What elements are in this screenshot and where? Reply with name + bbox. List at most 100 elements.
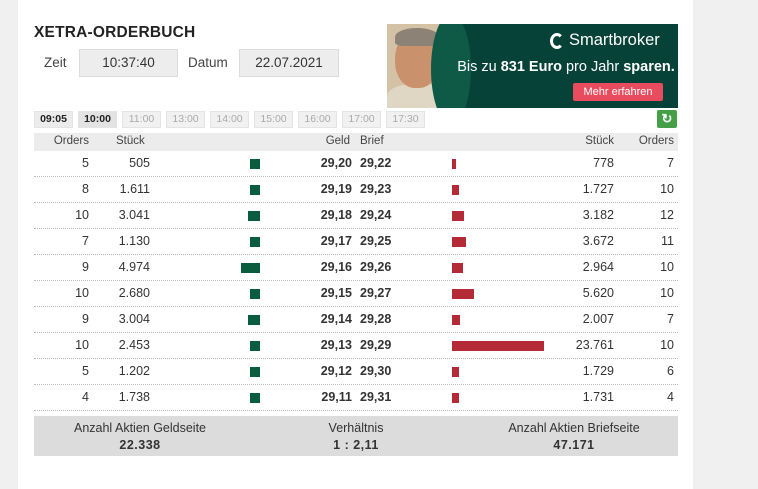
header-qty-bid: Stück: [116, 135, 145, 147]
cell-orders-bid: 10: [75, 286, 89, 300]
summary-ask-value: 47.171: [553, 438, 595, 452]
header-orders-ask: Orders: [638, 135, 674, 147]
cell-qty-ask: 2.007: [582, 312, 614, 326]
cell-geld: 29,19: [320, 182, 352, 196]
table-row: 5 505 29,20 29,22 778 7: [34, 151, 678, 177]
time-button[interactable]: 13:00: [166, 111, 205, 128]
cell-orders-ask: 7: [667, 312, 674, 326]
cell-brief: 29,24: [360, 208, 392, 222]
cell-qty-bid: 2.680: [118, 286, 150, 300]
cell-geld: 29,16: [320, 260, 352, 274]
cell-orders-ask: 10: [660, 338, 674, 352]
refresh-icon[interactable]: ↻: [657, 110, 677, 128]
bid-volume-bar: [250, 341, 260, 351]
table-row: 10 2.680 29,15 29,27 5.620 10: [34, 281, 678, 307]
ask-volume-bar: [452, 185, 459, 195]
cell-qty-bid: 3.004: [118, 312, 150, 326]
time-button[interactable]: 17:00: [342, 111, 381, 128]
cell-qty-ask: 5.620: [582, 286, 614, 300]
cell-qty-bid: 1.202: [118, 364, 150, 378]
table-header: Orders Stück Geld Brief Stück Orders: [34, 133, 678, 151]
summary-bid-label: Anzahl Aktien Geldseite: [73, 421, 207, 435]
summary-ratio: Verhältnis 1 : 2,11: [266, 421, 446, 452]
ad-brand: Smartbroker: [569, 31, 660, 49]
table-row: 7 1.130 29,17 29,25 3.672 11: [34, 229, 678, 255]
cell-orders-bid: 4: [82, 390, 89, 404]
summary-bar: Anzahl Aktien Geldseite 22.338 Verhältni…: [34, 416, 678, 456]
time-button[interactable]: 14:00: [210, 111, 249, 128]
ask-volume-bar: [452, 289, 474, 299]
cell-brief: 29,26: [360, 260, 392, 274]
header-orders-bid: Orders: [53, 135, 89, 147]
cell-brief: 29,29: [360, 338, 392, 352]
time-button[interactable]: 16:00: [298, 111, 337, 128]
cell-geld: 29,14: [320, 312, 352, 326]
ad-cta-button[interactable]: Mehr erfahren: [573, 83, 663, 101]
ask-volume-bar: [452, 393, 459, 403]
cell-orders-ask: 12: [660, 208, 674, 222]
cell-qty-bid: 1.611: [119, 182, 150, 196]
summary-ratio-label: Verhältnis: [328, 421, 384, 435]
cell-qty-ask: 1.727: [582, 182, 614, 196]
cell-orders-ask: 6: [667, 364, 674, 378]
ask-volume-bar: [452, 159, 456, 169]
cell-qty-ask: 1.731: [582, 390, 614, 404]
cell-orders-ask: 10: [660, 286, 674, 300]
cell-orders-ask: 10: [660, 260, 674, 274]
summary-bid: Anzahl Aktien Geldseite 22.338: [34, 421, 246, 452]
bid-volume-bar: [250, 393, 260, 403]
cell-geld: 29,18: [320, 208, 352, 222]
cell-orders-bid: 9: [82, 260, 89, 274]
cell-orders-bid: 10: [75, 338, 89, 352]
cell-orders-bid: 10: [75, 208, 89, 222]
date-label: Datum: [188, 55, 228, 70]
table-row: 5 1.202 29,12 29,30 1.729 6: [34, 359, 678, 385]
cell-brief: 29,22: [360, 156, 392, 170]
time-button[interactable]: 15:00: [254, 111, 293, 128]
table-row: 9 3.004 29,14 29,28 2.007 7: [34, 307, 678, 333]
cell-qty-bid: 1.738: [118, 390, 150, 404]
summary-bid-value: 22.338: [119, 438, 161, 452]
table-row: 10 2.453 29,13 29,29 23.761 10: [34, 333, 678, 359]
cell-geld: 29,12: [320, 364, 352, 378]
cell-geld: 29,15: [320, 286, 352, 300]
cell-orders-bid: 5: [82, 364, 89, 378]
cell-geld: 29,17: [320, 234, 352, 248]
cell-qty-bid: 4.974: [118, 260, 150, 274]
smartbroker-ad-banner[interactable]: Smartbroker Bis zu 831 Euro pro Jahr spa…: [387, 24, 678, 108]
cell-geld: 29,20: [320, 156, 352, 170]
time-button[interactable]: 09:05: [34, 111, 73, 128]
cell-brief: 29,31: [360, 390, 392, 404]
bid-volume-bar: [250, 237, 260, 247]
time-field[interactable]: 10:37:40: [79, 49, 178, 77]
ask-volume-bar: [452, 211, 464, 221]
summary-ratio-value: 1 : 2,11: [333, 438, 379, 452]
cell-qty-ask: 1.729: [582, 364, 614, 378]
bid-volume-bar: [250, 185, 260, 195]
time-button[interactable]: 11:00: [122, 111, 161, 128]
cell-brief: 29,25: [360, 234, 392, 248]
ask-volume-bar: [452, 237, 466, 247]
cell-orders-bid: 9: [82, 312, 89, 326]
cell-geld: 29,13: [320, 338, 352, 352]
ad-decorative-wave: [431, 24, 471, 108]
cell-orders-ask: 7: [667, 156, 674, 170]
cell-qty-bid: 505: [129, 156, 150, 170]
cell-orders-bid: 7: [82, 234, 89, 248]
header-brief: Brief: [360, 135, 384, 147]
bid-volume-bar: [250, 289, 260, 299]
time-button[interactable]: 17:30: [386, 111, 425, 128]
table-row: 9 4.974 29,16 29,26 2.964 10: [34, 255, 678, 281]
cell-brief: 29,27: [360, 286, 392, 300]
cell-qty-bid: 1.130: [118, 234, 150, 248]
date-field[interactable]: 22.07.2021: [239, 49, 339, 77]
bid-volume-bar: [248, 211, 260, 221]
ask-volume-bar: [452, 315, 460, 325]
header-qty-ask: Stück: [585, 135, 614, 147]
cell-brief: 29,30: [360, 364, 392, 378]
cell-orders-bid: 8: [82, 182, 89, 196]
header-geld: Geld: [325, 135, 350, 147]
table-row: 8 1.611 29,19 29,23 1.727 10: [34, 177, 678, 203]
cell-orders-ask: 4: [667, 390, 674, 404]
time-button[interactable]: 10:00: [78, 111, 117, 128]
